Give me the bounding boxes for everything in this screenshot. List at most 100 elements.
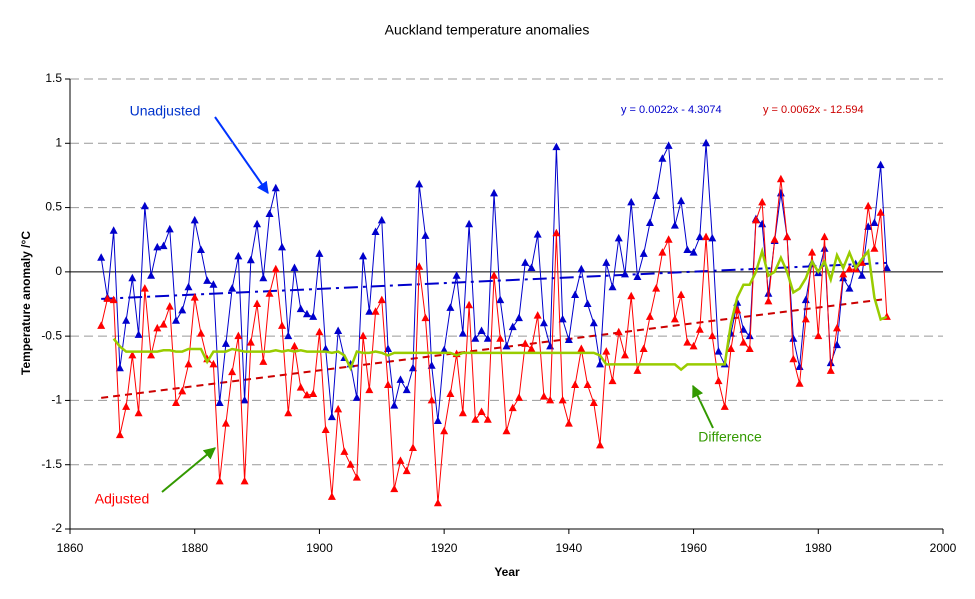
data-point [876, 160, 885, 169]
data-point [527, 263, 536, 271]
data-point [745, 331, 754, 340]
trend-equation: y = 0.0022x - 4.3074 [621, 104, 722, 116]
data-point [408, 363, 417, 372]
data-point [221, 419, 230, 427]
data-point [658, 248, 667, 256]
data-point [97, 321, 106, 329]
data-point [633, 272, 642, 280]
data-point [683, 245, 692, 253]
data-point [178, 386, 187, 395]
data-point [165, 302, 174, 310]
data-point [471, 334, 480, 342]
data-point [658, 154, 667, 162]
y-tick-label: -1.5 [41, 457, 62, 471]
data-point [702, 138, 711, 147]
annotation: Unadjusted [130, 103, 201, 119]
annotation-arrow [161, 447, 216, 493]
y-tick-label: 1 [55, 135, 62, 149]
data-point [677, 290, 686, 298]
data-point [770, 235, 779, 243]
data-point [820, 244, 829, 252]
data-point [147, 271, 156, 279]
data-point [533, 230, 542, 238]
data-point [558, 314, 567, 323]
data-point [446, 389, 455, 397]
data-point [596, 359, 605, 368]
data-point [327, 492, 336, 500]
data-point [571, 380, 580, 388]
data-point [508, 322, 517, 331]
data-point [334, 404, 343, 413]
data-point [589, 318, 598, 327]
x-tick-label: 1860 [57, 541, 84, 555]
data-point [359, 251, 368, 260]
data-point [346, 460, 355, 468]
data-point [115, 363, 124, 372]
data-point [253, 219, 262, 228]
data-point [371, 307, 380, 315]
data-point [583, 299, 592, 307]
data-point [396, 456, 405, 464]
data-point [795, 379, 804, 387]
data-point [857, 271, 866, 279]
data-point [153, 242, 162, 251]
data-point [820, 232, 829, 241]
data-point [490, 271, 499, 279]
data-point [808, 248, 817, 256]
data-point [483, 334, 492, 342]
data-point [608, 282, 617, 291]
data-point [539, 392, 548, 400]
data-point [284, 331, 293, 340]
data-point [228, 367, 237, 376]
y-axis-label: Temperature anomaly /°C [19, 231, 33, 375]
data-point [290, 263, 299, 271]
data-point [234, 331, 243, 340]
data-point [683, 338, 692, 346]
data-point [377, 215, 386, 224]
data-point [521, 339, 530, 347]
data-point [452, 271, 461, 279]
data-point [365, 307, 374, 315]
data-point [302, 309, 311, 318]
data-point [433, 416, 442, 424]
annotation-arrow [692, 384, 714, 429]
data-point [708, 331, 717, 340]
data-point [620, 350, 629, 359]
data-point [514, 393, 523, 401]
data-point [415, 262, 424, 270]
data-point [271, 264, 280, 273]
data-point [278, 321, 287, 329]
annotation-arrow [214, 116, 269, 194]
y-tick-label: 0 [55, 264, 62, 278]
data-point [184, 359, 193, 368]
data-point [97, 253, 106, 261]
data-point [390, 401, 399, 409]
data-point [302, 390, 311, 399]
data-point [278, 242, 287, 251]
data-point [639, 344, 648, 352]
data-point [321, 344, 330, 352]
data-point [284, 408, 293, 417]
data-point [845, 284, 854, 292]
data-point [714, 347, 723, 355]
data-point [402, 385, 411, 394]
x-tick-label: 1920 [431, 541, 458, 555]
data-point [627, 197, 636, 206]
data-point [352, 473, 361, 481]
series-line [100, 179, 888, 504]
data-point [870, 244, 879, 252]
data-point [577, 264, 586, 273]
data-point [327, 412, 336, 421]
data-point [758, 197, 767, 206]
data-point [764, 296, 773, 305]
data-point [652, 284, 661, 292]
data-point [421, 313, 430, 322]
data-point [271, 183, 280, 192]
data-point [614, 327, 623, 336]
data-point [128, 273, 137, 282]
data-point [315, 327, 324, 336]
data-point [814, 331, 823, 340]
data-point [670, 314, 679, 323]
data-point [359, 331, 368, 340]
